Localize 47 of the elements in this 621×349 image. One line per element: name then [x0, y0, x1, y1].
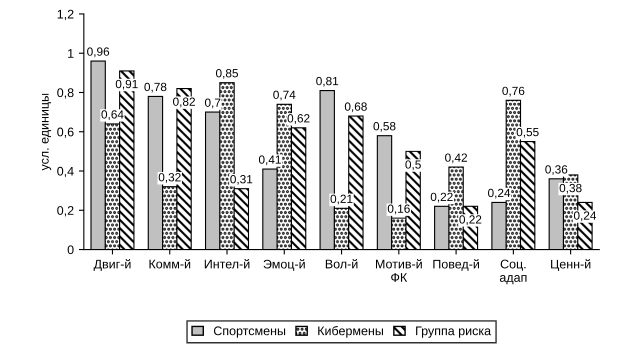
y-tick-label: 1,2: [58, 10, 74, 20]
x-tick-label: Ценн-й: [551, 259, 590, 271]
y-tick-label: 1: [68, 49, 74, 58]
data-label: 0,55: [516, 128, 539, 138]
x-tick-label: Повед-й: [433, 259, 479, 271]
x-tick-label: Эмоц-й: [264, 259, 305, 271]
data-label: 0,21: [330, 194, 352, 204]
x-tick-label: Мотив-й ФК: [376, 259, 422, 282]
data-label: 0,68: [344, 102, 367, 112]
legend-label: Группа риска: [416, 326, 492, 338]
data-label: 0,24: [488, 188, 510, 199]
x-tick-label: Двиг-й: [94, 259, 130, 271]
data-label: 0,41: [258, 155, 281, 166]
data-label: 0,62: [288, 114, 310, 124]
y-axis-title: усл. единицы: [42, 94, 52, 170]
x-tick-label: Комм-й: [149, 259, 190, 268]
data-label: 0,64: [101, 110, 124, 120]
data-label: 0,24: [574, 211, 596, 222]
y-tick-label: 0,4: [57, 166, 74, 178]
data-label: 0,78: [144, 82, 166, 93]
data-label: 0,91: [116, 80, 138, 90]
x-tick-label: Интел-й: [204, 259, 250, 268]
data-label: 0,31: [230, 175, 252, 185]
data-label: 0,85: [216, 69, 238, 79]
y-tick-label: 0,6: [57, 128, 74, 138]
data-label: 0,32: [158, 173, 181, 183]
data-label: 0,38: [560, 184, 582, 194]
data-label: 0,76: [502, 86, 524, 96]
data-label: 0,7: [204, 98, 220, 108]
data-label: 0,58: [373, 122, 396, 132]
legend-label: Кибермены: [318, 326, 383, 338]
data-label: 0,22: [459, 215, 482, 226]
x-tick-label: Соц. адап: [500, 260, 526, 284]
y-tick-label: 0,8: [57, 88, 74, 99]
data-label: 0,36: [545, 165, 568, 175]
data-label: 0,16: [388, 204, 410, 214]
y-tick-label: 0: [68, 245, 74, 254]
y-tick-label: 0,2: [57, 206, 74, 216]
data-label: 0,74: [273, 90, 296, 100]
data-label: 0,82: [173, 97, 195, 108]
data-label: 0,96: [87, 47, 110, 58]
legend-label: Спортсмены: [214, 326, 286, 338]
data-label: 0,5: [405, 160, 421, 170]
data-label: 0,81: [316, 76, 338, 87]
data-label: 0,42: [445, 153, 467, 164]
x-tick-label: Вол-й: [326, 259, 358, 268]
data-label: 0,22: [430, 192, 453, 202]
